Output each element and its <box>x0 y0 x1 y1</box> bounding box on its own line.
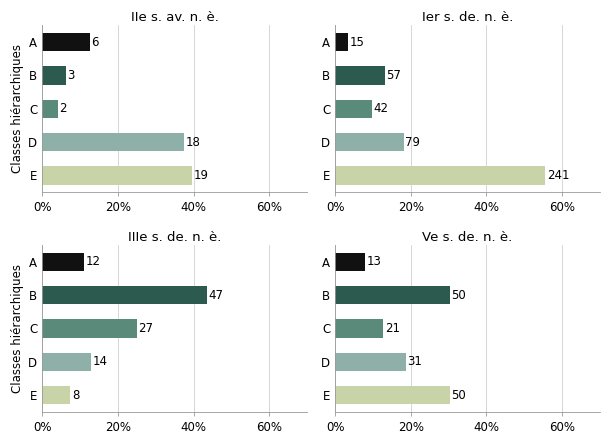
Bar <box>42 386 70 404</box>
Y-axis label: Classes hiérarchiques: Classes hiérarchiques <box>11 44 24 173</box>
Bar <box>42 66 66 85</box>
Bar <box>42 33 90 51</box>
Text: 241: 241 <box>547 169 569 182</box>
Text: 13: 13 <box>367 255 381 268</box>
Text: 50: 50 <box>451 388 466 401</box>
Title: IIe s. av. n. è.: IIe s. av. n. è. <box>131 11 219 24</box>
Bar <box>335 33 348 51</box>
Title: Ve s. de. n. è.: Ve s. de. n. è. <box>422 231 513 244</box>
Text: 42: 42 <box>373 102 388 115</box>
Bar <box>42 319 137 338</box>
Bar <box>335 133 404 151</box>
Text: 15: 15 <box>349 36 365 49</box>
Bar <box>335 100 371 118</box>
Bar <box>42 253 84 271</box>
Text: 79: 79 <box>406 136 420 149</box>
Bar <box>42 352 91 371</box>
Bar <box>335 352 406 371</box>
Bar <box>335 166 545 185</box>
Text: 47: 47 <box>208 289 224 302</box>
Y-axis label: Classes hiérarchiques: Classes hiérarchiques <box>11 264 24 393</box>
Text: 6: 6 <box>91 36 98 49</box>
Text: 21: 21 <box>385 322 400 335</box>
Text: 19: 19 <box>194 169 208 182</box>
Text: 2: 2 <box>59 102 67 115</box>
Bar <box>335 286 450 304</box>
Bar <box>335 253 365 271</box>
Bar <box>335 386 450 404</box>
Text: 8: 8 <box>72 388 79 401</box>
Bar <box>42 286 207 304</box>
Text: 12: 12 <box>86 255 101 268</box>
Bar <box>335 66 385 85</box>
Text: 14: 14 <box>93 355 108 368</box>
Bar <box>42 133 184 151</box>
Bar <box>42 100 58 118</box>
Text: 50: 50 <box>451 289 466 302</box>
Bar <box>335 319 383 338</box>
Text: 31: 31 <box>408 355 422 368</box>
Bar <box>42 166 192 185</box>
Title: Ier s. de. n. è.: Ier s. de. n. è. <box>422 11 513 24</box>
Text: 57: 57 <box>386 69 401 82</box>
Text: 27: 27 <box>138 322 153 335</box>
Title: IIIe s. de. n. è.: IIIe s. de. n. è. <box>128 231 221 244</box>
Text: 18: 18 <box>186 136 200 149</box>
Text: 3: 3 <box>67 69 75 82</box>
